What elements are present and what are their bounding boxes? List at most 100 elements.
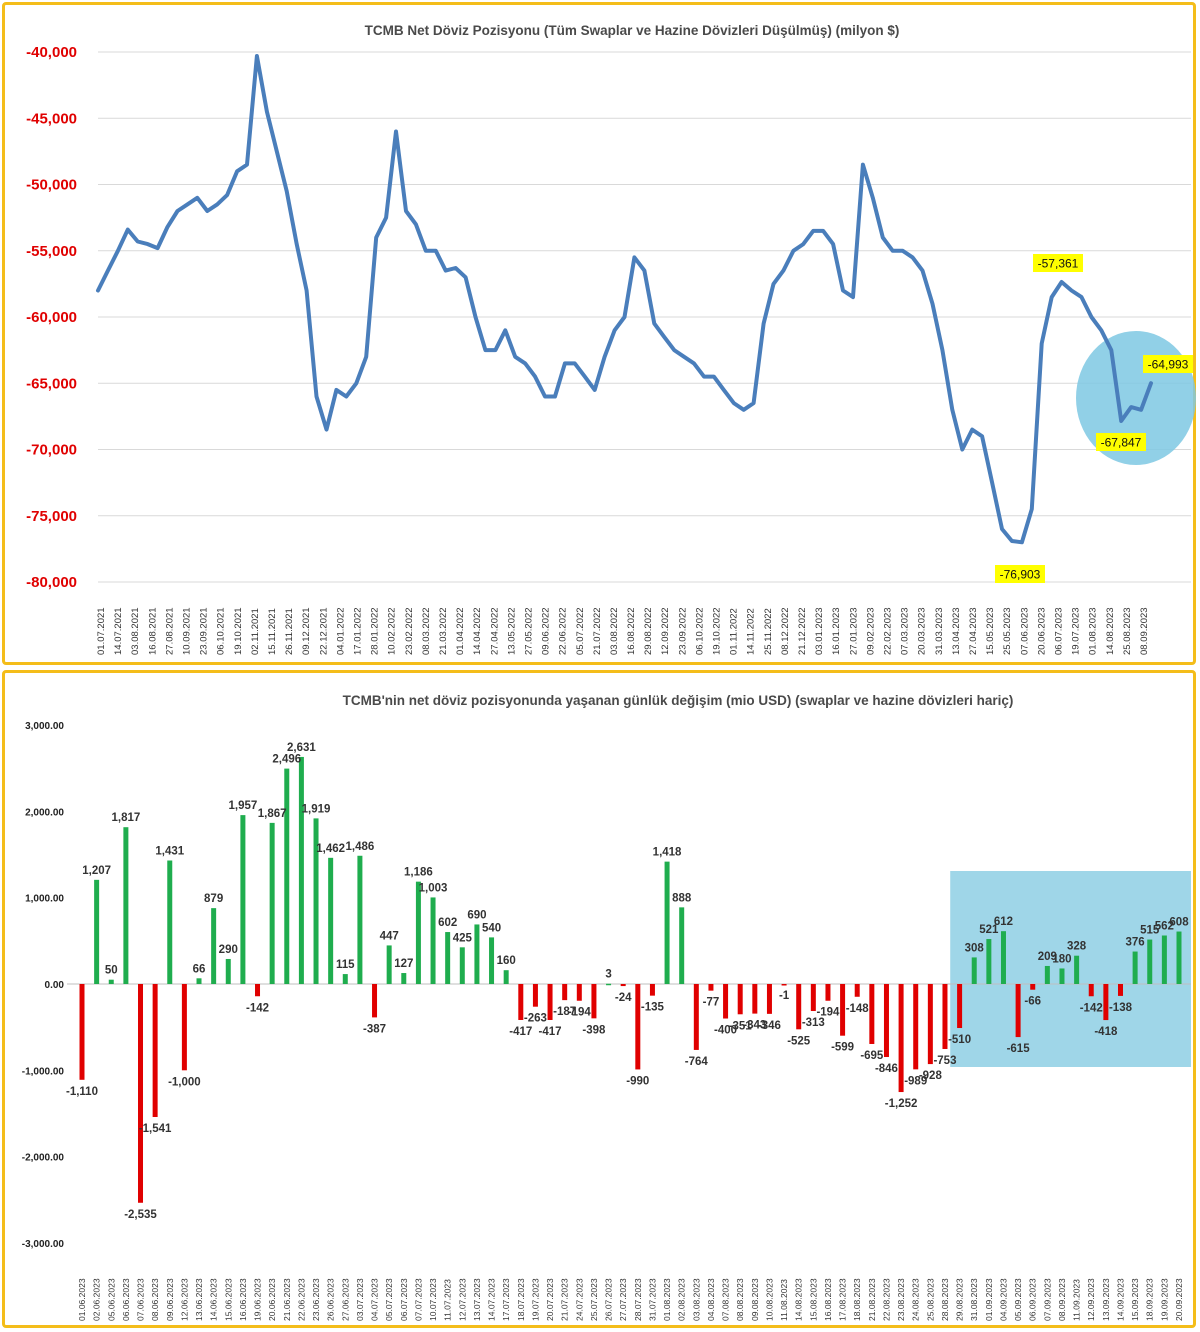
data-label: 1,867 [258, 808, 287, 820]
bar-27.07.2023 [620, 984, 626, 987]
y-tick-label: 2,000.00 [25, 807, 64, 818]
x-tick-label: 27.05.2022 [523, 607, 534, 655]
x-tick-label: 19.07.2023 [530, 1278, 540, 1321]
bar-21.07.2023 [562, 984, 568, 1001]
data-label: -525 [787, 1035, 811, 1047]
x-tick-label: 20.03.2023 [917, 607, 928, 655]
x-tick-label: 19.06.2023 [253, 1278, 263, 1321]
x-tick-label: 14.07.2021 [113, 607, 124, 655]
data-label: -142 [246, 1002, 269, 1014]
bar-17.08.2023 [840, 984, 846, 1036]
x-tick-label: 18.07.2023 [516, 1278, 526, 1321]
x-tick-label: 07.08.2023 [721, 1278, 731, 1321]
chart-panel-net-fx-position: TCMB Net Döviz Pozisyonu (Tüm Swaplar ve… [2, 2, 1196, 665]
callout-57361: -57,361 [1033, 254, 1083, 272]
x-tick-label: 14.09.2023 [1115, 1278, 1125, 1321]
x-tick-label: 27.07.2023 [618, 1278, 628, 1321]
x-tick-label: 22.06.2022 [558, 607, 569, 655]
x-tick-label: 28.08.2023 [940, 1278, 950, 1321]
chart-title: TCMB'nin net döviz pozisyonunda yaşanan … [343, 693, 1014, 708]
x-tick-label: 18.08.2023 [852, 1278, 862, 1321]
y-tick-label: -80,000 [26, 574, 77, 591]
x-tick-label: 28.07.2023 [633, 1278, 643, 1321]
bar-08.06.2023 [152, 984, 158, 1117]
x-tick-label: 10.09.2021 [181, 607, 192, 655]
bar-31.07.2023 [649, 984, 655, 996]
x-tick-label: 15.09.2023 [1130, 1278, 1140, 1321]
y-tick-label: -75,000 [26, 508, 77, 525]
bar-11.07.2023 [445, 932, 451, 984]
x-tick-label: 25.07.2023 [589, 1278, 599, 1321]
x-tick-label: 27.06.2023 [340, 1278, 350, 1321]
x-tick-label: 09.06.2022 [541, 607, 552, 655]
data-label: 1,207 [82, 865, 111, 877]
x-tick-label: 07.06.2023 [136, 1278, 146, 1321]
x-tick-label: 28.01.2022 [370, 607, 381, 655]
data-label: -142 [1080, 1002, 1103, 1014]
line-chart-svg: TCMB Net Döviz Pozisyonu (Tüm Swaplar ve… [26, 23, 1196, 655]
data-label: 1,186 [404, 867, 433, 879]
x-tick-label: 26.06.2023 [326, 1278, 336, 1321]
data-label: 1,486 [346, 841, 375, 853]
x-tick-label: 01.08.2023 [662, 1278, 672, 1321]
x-tick-label: 14.08.2023 [1105, 607, 1116, 655]
bar-26.06.2023 [328, 857, 334, 984]
data-label: -417 [539, 1026, 562, 1038]
x-tick-label: 01.07.2021 [96, 607, 107, 655]
x-tick-label: 04.01.2022 [335, 607, 346, 655]
bar-03.08.2023 [693, 984, 699, 1050]
data-label: -400 [714, 1025, 737, 1037]
x-tick-label: 14.07.2023 [487, 1278, 497, 1321]
data-label: 1,431 [155, 846, 184, 858]
callout-background [995, 565, 1045, 583]
x-tick-label: 08.09.2023 [1139, 607, 1150, 655]
data-label: -135 [641, 1002, 665, 1014]
y-tick-label: -40,000 [26, 44, 77, 61]
data-label: -753 [933, 1055, 956, 1067]
bar-06.06.2023 [123, 827, 129, 984]
bar-16.06.2023 [240, 815, 246, 984]
data-label: 1,003 [419, 882, 448, 894]
data-label: -615 [1007, 1043, 1031, 1055]
x-tick-label: 22.02.2023 [883, 607, 894, 655]
x-tick-label: 26.11.2021 [284, 608, 295, 655]
x-tick-label: 16.08.2022 [626, 607, 637, 655]
x-tick-label: 20.06.2023 [267, 1278, 277, 1321]
bar-20.06.2023 [269, 822, 275, 984]
x-tick-label: 19.10.2021 [233, 607, 244, 655]
data-label: -764 [685, 1056, 709, 1068]
bar-07.09.2023 [1044, 965, 1050, 984]
bar-11.09.2023 [1074, 955, 1080, 984]
bar-13.07.2023 [474, 924, 480, 984]
callout-76903: -76,903 [995, 565, 1045, 583]
y-tick-label: -45,000 [26, 110, 77, 127]
x-tick-label: 06.09.2023 [1028, 1278, 1038, 1321]
x-tick-label: 07.09.2023 [1042, 1278, 1052, 1321]
value-callouts: -57,361 -64,993 -67,847 -76,903 [995, 254, 1193, 583]
data-label: 1,957 [229, 800, 258, 812]
x-tick-label: 23.02.2022 [404, 607, 415, 655]
bar-25.07.2023 [591, 984, 597, 1019]
data-label: -928 [919, 1070, 943, 1082]
bar-24.08.2023 [913, 984, 919, 1070]
data-label: 540 [482, 922, 501, 934]
x-tick-label: 29.08.2023 [955, 1278, 965, 1321]
y-axis-tick-labels: 3,000.00 2,000.00 1,000.00 0.00 -1,000.00 -2,… [22, 721, 65, 1250]
x-tick-label: 13.04.2023 [951, 607, 962, 655]
horizontal-gridlines [98, 51, 1191, 583]
bar-06.07.2023 [401, 973, 407, 984]
bar-01.09.2023 [986, 939, 992, 984]
x-tick-label: 13.07.2023 [472, 1278, 482, 1321]
data-label: 290 [219, 944, 238, 956]
data-label: -24 [615, 992, 632, 1004]
x-tick-label: 25.11.2022 [763, 608, 774, 655]
bar-20.09.2023 [1176, 931, 1182, 984]
bar-19.07.2023 [532, 984, 538, 1007]
bar-21.08.2023 [869, 984, 875, 1044]
data-label: 3 [605, 969, 611, 981]
x-tick-label: 08.06.2023 [150, 1278, 160, 1321]
bar-22.06.2023 [298, 756, 304, 984]
data-label: 515 [1140, 925, 1160, 937]
x-tick-label: 14.11.2022 [746, 608, 757, 655]
x-tick-label: 08.09.2023 [1057, 1278, 1067, 1321]
